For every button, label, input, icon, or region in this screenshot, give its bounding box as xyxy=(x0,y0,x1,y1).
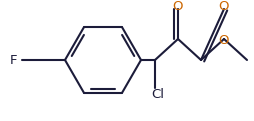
Text: O: O xyxy=(218,34,228,48)
Text: O: O xyxy=(172,0,183,14)
Text: Cl: Cl xyxy=(151,88,164,102)
Text: F: F xyxy=(10,53,18,67)
Text: O: O xyxy=(218,0,228,14)
